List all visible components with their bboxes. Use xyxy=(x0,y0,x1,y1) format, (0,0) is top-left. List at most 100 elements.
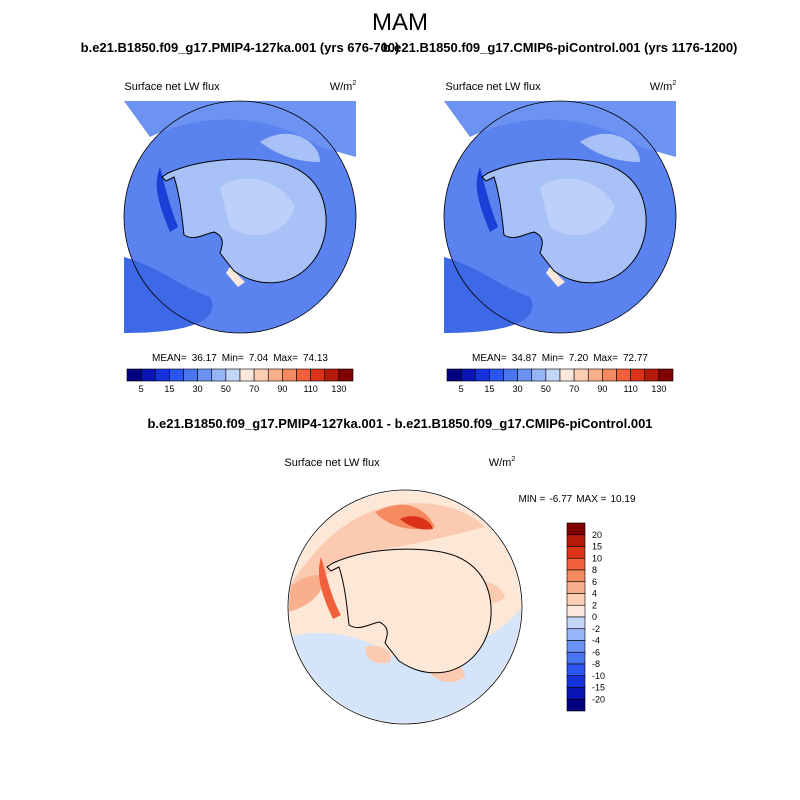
colorbar-label: 30 xyxy=(193,384,203,394)
stat-value: 74.13 xyxy=(303,353,328,364)
colorbar-box xyxy=(630,368,646,382)
colorbar-box xyxy=(566,640,586,653)
colorbar-box xyxy=(338,368,354,382)
colorbar-box xyxy=(566,534,586,547)
colorbar-box xyxy=(566,675,586,688)
units-label: W/m2 xyxy=(650,80,677,93)
colorbar-box xyxy=(324,368,340,382)
colorbar-box xyxy=(211,368,227,382)
units: W/m xyxy=(650,81,673,93)
colorbar-box xyxy=(239,368,255,382)
colorbar-label: 30 xyxy=(513,384,523,394)
stats: MEAN= 34.87 Min= 7.20 Max= 72.77 xyxy=(472,353,648,364)
colorbar-box xyxy=(474,368,490,382)
colorbar-box xyxy=(573,368,589,382)
colorbar-box xyxy=(517,368,533,382)
units: W/m xyxy=(330,81,353,93)
colorbar-box xyxy=(531,368,547,382)
colorbar-box xyxy=(644,368,660,382)
colorbar-label: 130 xyxy=(331,384,346,394)
colorbar-label: 15 xyxy=(484,384,494,394)
stat-label: MEAN= xyxy=(472,353,507,364)
colorbar-label: 2 xyxy=(592,600,597,610)
units-power: 2 xyxy=(352,80,356,87)
colorbar-box xyxy=(566,687,586,700)
colorbar-box xyxy=(566,546,586,559)
colorbar-box xyxy=(282,368,297,382)
stat-label: MIN = xyxy=(518,494,545,505)
units-power: 2 xyxy=(511,456,515,463)
stat-label: Min= xyxy=(542,353,564,364)
colorbar-box xyxy=(587,368,603,382)
colorbar-box xyxy=(126,368,142,382)
colorbar-box xyxy=(183,368,198,382)
colorbar-box xyxy=(197,368,213,382)
colorbar-label: -8 xyxy=(592,659,600,669)
colorbar-box xyxy=(566,522,586,536)
stat-label: Min= xyxy=(222,353,244,364)
colorbar-box xyxy=(460,368,476,382)
colorbar-box xyxy=(310,368,326,382)
colorbar-box xyxy=(566,557,586,571)
stats: MEAN= 36.17 Min= 7.04 Max= 74.13 xyxy=(152,353,328,364)
stat-value: -6.77 xyxy=(549,494,572,505)
colorbar-box xyxy=(566,581,586,594)
colorbar-label: 20 xyxy=(592,530,602,540)
polar-map xyxy=(124,101,356,333)
stat-value: 34.87 xyxy=(512,353,537,364)
colorbar-box xyxy=(296,368,311,382)
stat-label: MEAN= xyxy=(152,353,187,364)
colorbar-label: 5 xyxy=(139,384,144,394)
stat-value: 72.77 xyxy=(623,353,648,364)
colorbar-label: 110 xyxy=(623,384,637,394)
colorbar-label: 8 xyxy=(592,565,597,575)
stat-value: 10.19 xyxy=(611,494,636,505)
colorbar-label: 70 xyxy=(569,384,579,394)
colorbar-label: 0 xyxy=(592,612,597,622)
colorbar-label: 4 xyxy=(592,589,597,599)
colorbar-box xyxy=(559,368,575,382)
polar-map xyxy=(287,489,523,725)
colorbar-box xyxy=(566,569,586,583)
colorbar-label: 90 xyxy=(597,384,607,394)
colorbar-label: 15 xyxy=(164,384,174,394)
colorbar-label: -20 xyxy=(592,694,605,704)
colorbar-box xyxy=(225,368,241,382)
colorbar-box xyxy=(602,368,617,382)
stat-value: 7.20 xyxy=(569,353,589,364)
stat-label: MAX = xyxy=(576,494,606,505)
colorbar-box xyxy=(169,368,184,382)
stat-value: 7.04 xyxy=(249,353,269,364)
colorbar-label: -2 xyxy=(592,624,600,634)
colorbar-box xyxy=(446,368,462,382)
colorbar-box xyxy=(140,368,156,382)
panel-title: b.e21.B1850.f09_g17.CMIP6-piControl.001 … xyxy=(383,40,738,55)
figure-title: MAM xyxy=(372,9,428,36)
colorbar-box xyxy=(154,368,170,382)
colorbar-box xyxy=(616,368,631,382)
colorbar-box xyxy=(253,368,269,382)
colorbar-box xyxy=(566,604,586,618)
colorbar-label: 90 xyxy=(277,384,287,394)
stat-label: Max= xyxy=(593,353,618,364)
colorbar-box xyxy=(566,651,586,665)
colorbar-label: -10 xyxy=(592,671,605,681)
difference-title: b.e21.B1850.f09_g17.PMIP4-127ka.001 - b.… xyxy=(147,416,652,431)
colorbar-box xyxy=(566,628,586,641)
units-label: W/m2 xyxy=(330,80,357,93)
colorbar-label: 50 xyxy=(221,384,231,394)
colorbar-label: 130 xyxy=(651,384,666,394)
colorbar-box xyxy=(566,663,586,677)
colorbar-box xyxy=(658,368,674,382)
colorbar-label: -4 xyxy=(592,636,600,646)
colorbar-box xyxy=(267,368,283,382)
colorbar-box xyxy=(503,368,518,382)
units: W/m xyxy=(489,457,512,469)
colorbar-label: 50 xyxy=(541,384,551,394)
colorbar-label: 15 xyxy=(592,542,602,552)
colorbar-label: 6 xyxy=(592,577,597,587)
panel-title: b.e21.B1850.f09_g17.PMIP4-127ka.001 (yrs… xyxy=(81,40,400,55)
stat-value: 36.17 xyxy=(192,353,217,364)
polar-map xyxy=(444,101,676,333)
